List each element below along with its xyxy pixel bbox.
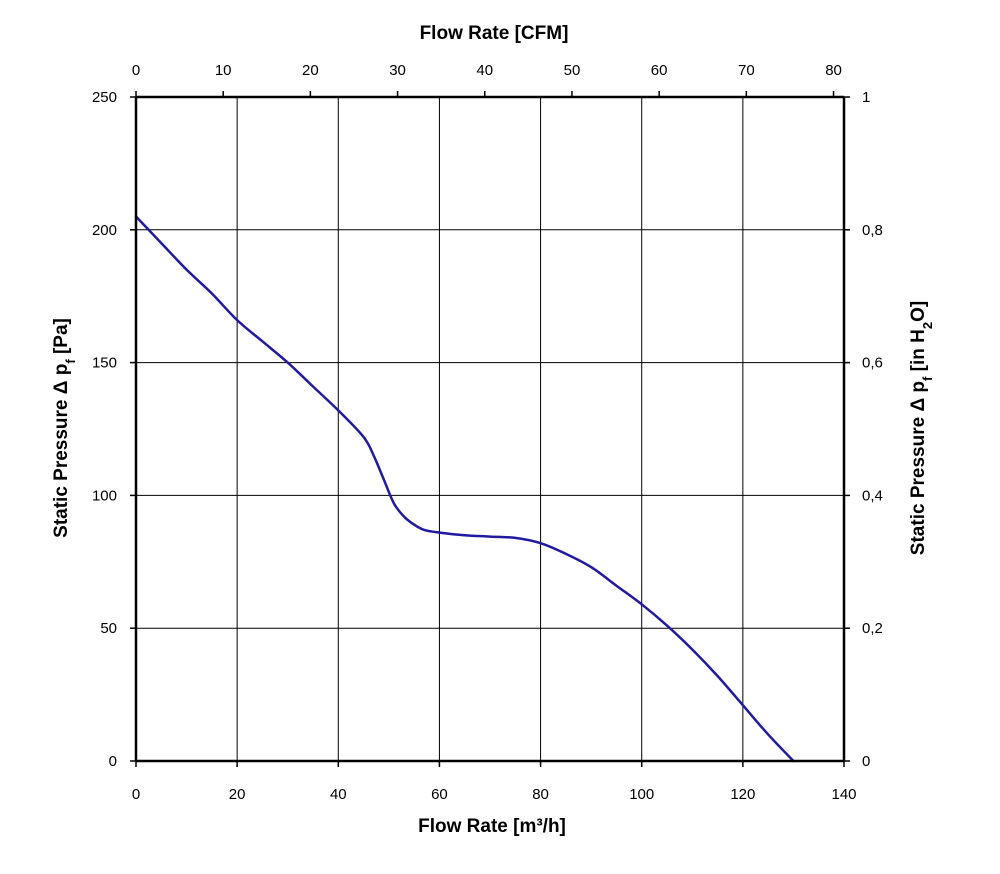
y-axis-left-title-sub: f	[63, 359, 78, 364]
y-right-tick-label: 0,4	[862, 487, 883, 504]
y-axis-right: 0 0,2 0,4 0,6 0,8 1	[844, 89, 883, 770]
y-axis-right-title-sub: f	[920, 376, 935, 381]
y-axis-right-title-unit-pre: [in H	[908, 329, 929, 377]
x-top-tick-label: 0	[132, 62, 140, 79]
y-right-tick-label: 0	[862, 753, 870, 770]
y-left-tick-label: 50	[100, 620, 117, 637]
x-axis-top: 0 10 20 30 40 50 60 70 80	[132, 62, 842, 97]
y-axis-left-title-main: Static Pressure Δ p	[51, 364, 72, 538]
y-left-tick-label: 150	[92, 355, 117, 372]
x-bottom-tick-label: 120	[730, 786, 755, 803]
x-bottom-tick-label: 140	[831, 786, 856, 803]
x-top-tick-label: 10	[215, 62, 232, 79]
x-top-tick-label: 80	[825, 62, 842, 79]
plot-frame	[134, 95, 846, 763]
y-axis-right-title-main: Static Pressure Δ p	[908, 381, 929, 555]
y-axis-left: 0 50 100 150 200 250	[92, 89, 136, 770]
x-top-tick-label: 60	[651, 62, 668, 79]
x-top-tick-label: 40	[476, 62, 493, 79]
gridlines	[136, 97, 844, 761]
y-left-tick-label: 200	[92, 222, 117, 239]
x-bottom-tick-label: 0	[132, 786, 140, 803]
y-right-tick-label: 0,8	[862, 222, 883, 239]
y-right-tick-label: 0,6	[862, 355, 883, 372]
x-bottom-tick-label: 80	[532, 786, 549, 803]
x-bottom-tick-label: 40	[330, 786, 347, 803]
x-bottom-tick-label: 20	[229, 786, 246, 803]
y-axis-right-title-unit-post: O]	[908, 301, 929, 322]
y-right-tick-label: 0,2	[862, 620, 883, 637]
x-axis-bottom: 0 20 40 60 80 100 120 140	[132, 761, 857, 803]
x-top-tick-label: 70	[738, 62, 755, 79]
y-axis-right-title-unit-sub: 2	[920, 322, 935, 329]
y-axis-left-title: Static Pressure Δ pf [Pa]	[51, 318, 78, 538]
x-bottom-tick-label: 100	[629, 786, 654, 803]
y-left-tick-label: 0	[109, 753, 117, 770]
series-line-0	[134, 215, 795, 763]
x-axis-bottom-title: Flow Rate [m³/h]	[418, 816, 566, 837]
y-left-tick-label: 100	[92, 487, 117, 504]
x-axis-top-title: Flow Rate [CFM]	[420, 23, 569, 44]
x-bottom-tick-label: 60	[431, 786, 448, 803]
y-axis-left-title-unit: [Pa]	[51, 318, 72, 359]
x-top-tick-label: 30	[389, 62, 406, 79]
y-axis-right-title: Static Pressure Δ pf [in H2O]	[908, 301, 935, 555]
series-layer	[134, 215, 795, 763]
x-top-tick-label: 20	[302, 62, 319, 79]
x-top-tick-label: 50	[564, 62, 581, 79]
y-left-tick-label: 250	[92, 89, 117, 106]
y-right-tick-label: 1	[862, 89, 870, 106]
